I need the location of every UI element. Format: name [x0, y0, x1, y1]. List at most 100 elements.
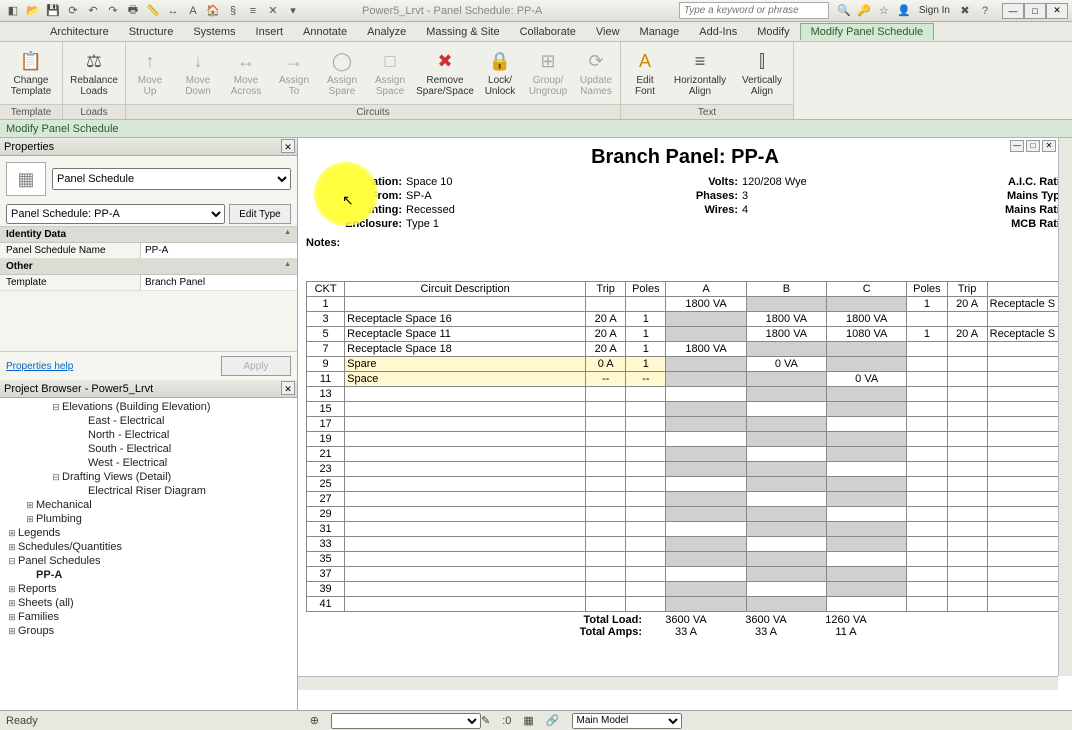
table-cell[interactable]	[345, 597, 586, 612]
table-cell[interactable]	[987, 342, 1063, 357]
table-cell[interactable]	[626, 402, 666, 417]
table-cell[interactable]	[626, 417, 666, 432]
table-cell[interactable]: Receptacle Space 18	[345, 342, 586, 357]
table-cell[interactable]	[586, 462, 626, 477]
table-cell[interactable]	[907, 567, 947, 582]
table-cell[interactable]	[746, 432, 826, 447]
table-cell[interactable]	[345, 537, 586, 552]
tree-node[interactable]: ⊞ Legends	[2, 526, 295, 540]
table-cell[interactable]	[746, 522, 826, 537]
property-value[interactable]: PP-A	[140, 243, 297, 258]
3d-icon[interactable]: 🏠	[204, 2, 222, 20]
table-cell[interactable]: 3	[307, 312, 345, 327]
table-cell[interactable]	[947, 597, 987, 612]
table-cell[interactable]	[947, 372, 987, 387]
table-cell[interactable]	[907, 552, 947, 567]
table-cell[interactable]	[987, 402, 1063, 417]
ribbon-tab[interactable]: Annotate	[293, 24, 357, 40]
table-cell[interactable]	[827, 462, 907, 477]
tree-node[interactable]: PP-A	[2, 568, 295, 582]
table-cell[interactable]	[345, 492, 586, 507]
table-cell[interactable]: 11	[307, 372, 345, 387]
table-cell[interactable]	[666, 597, 746, 612]
table-cell[interactable]: 1	[626, 342, 666, 357]
table-cell[interactable]	[987, 552, 1063, 567]
table-cell[interactable]	[907, 492, 947, 507]
ribbon-button[interactable]: 📋ChangeTemplate	[0, 42, 62, 104]
table-cell[interactable]: 20 A	[586, 312, 626, 327]
table-cell[interactable]: Receptacle S	[987, 297, 1063, 312]
table-cell[interactable]	[666, 522, 746, 537]
close-button[interactable]: ✕	[1046, 3, 1068, 19]
table-cell[interactable]	[345, 387, 586, 402]
ribbon-tab[interactable]: Structure	[119, 24, 184, 40]
property-value[interactable]: Branch Panel	[140, 275, 297, 290]
exchange-icon[interactable]: ✖	[956, 2, 974, 20]
tree-node[interactable]: ⊟ Panel Schedules	[2, 554, 295, 568]
table-row[interactable]: 37	[307, 567, 1064, 582]
ribbon-tab[interactable]: Systems	[183, 24, 245, 40]
table-cell[interactable]	[987, 432, 1063, 447]
table-cell[interactable]	[827, 552, 907, 567]
table-cell[interactable]	[746, 582, 826, 597]
property-group-header[interactable]: Other	[0, 259, 297, 275]
view-max-icon[interactable]: □	[1026, 140, 1040, 152]
table-cell[interactable]	[987, 567, 1063, 582]
table-cell[interactable]	[987, 357, 1063, 372]
status-press-drag-icon[interactable]: ⊕	[310, 714, 319, 727]
table-cell[interactable]	[746, 477, 826, 492]
table-cell[interactable]	[666, 417, 746, 432]
table-cell[interactable]: 23	[307, 462, 345, 477]
tree-twisty-icon[interactable]: ⊞	[24, 500, 36, 511]
table-cell[interactable]: 21	[307, 447, 345, 462]
table-row[interactable]: 5Receptacle Space 1120 A11800 VA1080 VA1…	[307, 327, 1064, 342]
edit-type-button[interactable]: Edit Type	[229, 204, 291, 224]
table-cell[interactable]	[907, 312, 947, 327]
table-cell[interactable]: 1800 VA	[746, 327, 826, 342]
table-cell[interactable]	[586, 597, 626, 612]
key-icon[interactable]: 🔑	[855, 2, 873, 20]
ribbon-tab[interactable]: Modify Panel Schedule	[800, 23, 935, 40]
table-cell[interactable]	[907, 432, 947, 447]
table-cell[interactable]	[947, 507, 987, 522]
table-cell[interactable]	[666, 462, 746, 477]
status-selector-1[interactable]	[331, 713, 481, 729]
table-cell[interactable]	[666, 447, 746, 462]
search-input[interactable]	[679, 2, 829, 19]
table-cell[interactable]	[666, 552, 746, 567]
table-cell[interactable]	[345, 552, 586, 567]
table-cell[interactable]	[746, 492, 826, 507]
app-menu-icon[interactable]: ◧	[4, 2, 22, 20]
table-cell[interactable]	[626, 297, 666, 312]
table-row[interactable]: 31	[307, 522, 1064, 537]
properties-close-icon[interactable]: ✕	[281, 139, 295, 153]
redo-icon[interactable]: ↷	[104, 2, 122, 20]
table-cell[interactable]: --	[586, 372, 626, 387]
table-header-cell[interactable]: CKT	[307, 282, 345, 297]
table-cell[interactable]	[626, 387, 666, 402]
table-cell[interactable]: 5	[307, 327, 345, 342]
table-cell[interactable]	[666, 372, 746, 387]
table-row[interactable]: 17	[307, 417, 1064, 432]
table-cell[interactable]	[345, 462, 586, 477]
table-cell[interactable]	[947, 462, 987, 477]
tree-node[interactable]: ⊞ Plumbing	[2, 512, 295, 526]
table-cell[interactable]	[987, 372, 1063, 387]
table-cell[interactable]	[666, 357, 746, 372]
table-cell[interactable]: 39	[307, 582, 345, 597]
view-close-icon[interactable]: ✕	[1042, 140, 1056, 152]
table-cell[interactable]: Receptacle Space 11	[345, 327, 586, 342]
table-cell[interactable]	[626, 462, 666, 477]
table-cell[interactable]	[987, 507, 1063, 522]
table-cell[interactable]: Spare	[345, 357, 586, 372]
ribbon-button[interactable]: ✖RemoveSpare/Space	[414, 42, 476, 104]
table-cell[interactable]: 29	[307, 507, 345, 522]
table-cell[interactable]	[827, 342, 907, 357]
table-cell[interactable]	[666, 312, 746, 327]
table-cell[interactable]	[586, 432, 626, 447]
table-row[interactable]: 11800 VA120 AReceptacle S	[307, 297, 1064, 312]
table-cell[interactable]	[827, 417, 907, 432]
table-cell[interactable]	[987, 387, 1063, 402]
status-editable-icon[interactable]: ✎	[481, 714, 490, 727]
table-cell[interactable]	[666, 387, 746, 402]
